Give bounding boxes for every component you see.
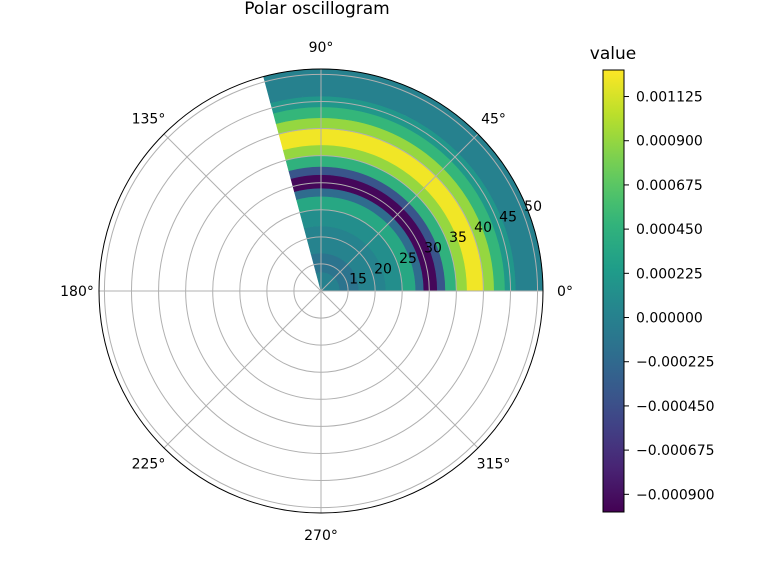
- r-tick-label: 20: [374, 261, 392, 277]
- theta-tick-label: 135°: [132, 111, 166, 127]
- colorbar-tick-label: 0.000900: [636, 134, 703, 150]
- colorbar-tick-label: 0.000450: [636, 222, 703, 238]
- theta-gridline: [163, 290, 322, 449]
- theta-gridline: [320, 133, 479, 292]
- colorbar-tick-label: 0.000675: [636, 178, 703, 194]
- r-tick-label: 40: [474, 220, 492, 236]
- colorbar-tick-label: 0.000225: [636, 266, 703, 282]
- r-tick-labels: 15 20 25 30 35 40 45 50: [349, 199, 542, 288]
- colorbar-tick-label: −0.000675: [636, 443, 715, 459]
- theta-gridline: [163, 133, 322, 292]
- theta-tick-labels: 0° 45° 90° 135° 180° 225° 270° 315°: [60, 40, 573, 544]
- theta-tick-label: 0°: [557, 284, 573, 300]
- colorbar-label: value: [590, 44, 636, 64]
- r-tick-label: 45: [499, 209, 517, 225]
- polar-frame: [98, 68, 544, 514]
- colorbar-tick-label: 0.001125: [636, 90, 703, 106]
- theta-tick-label: 315°: [477, 457, 511, 473]
- colorbar-tick-label: −0.000225: [636, 355, 715, 371]
- theta-tick-label: 270°: [304, 528, 338, 544]
- r-tick-label: 50: [524, 199, 542, 215]
- colorbar-ticks: −0.000900 −0.000675 −0.000450 −0.000225 0.00…: [624, 90, 715, 503]
- colorbar: value −0.000900 −0.000675 −0.000450 −0.0002…: [590, 44, 715, 513]
- theta-tick-label: 180°: [60, 284, 94, 300]
- chart-title: Polar oscillogram: [244, 0, 390, 19]
- theta-tick-label: 45°: [481, 111, 506, 127]
- r-tick-label: 25: [399, 251, 417, 267]
- r-tick-label: 30: [424, 241, 442, 257]
- colorbar-gradient: [602, 69, 625, 513]
- theta-tick-label: 225°: [132, 457, 166, 473]
- colorbar-tick-label: −0.000450: [636, 399, 715, 415]
- colorbar-tick-label: 0.000000: [636, 311, 703, 327]
- theta-tick-label: 90°: [309, 40, 334, 56]
- theta-gridline: [320, 290, 479, 449]
- r-tick-label: 15: [349, 272, 367, 288]
- colorbar-tick-label: −0.000900: [636, 487, 715, 503]
- r-tick-label: 35: [449, 230, 467, 246]
- polar-grid: [99, 69, 543, 513]
